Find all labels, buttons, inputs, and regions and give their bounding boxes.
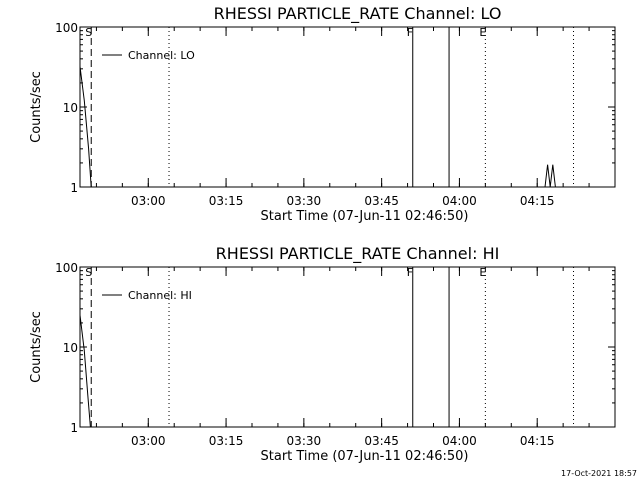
y-tick-label: 1 — [70, 421, 78, 435]
y-tick-label: 1 — [70, 181, 78, 195]
series-line — [544, 164, 556, 188]
chart-title: RHESSI PARTICLE_RATE Channel: HI — [216, 244, 500, 264]
chart-panel-2: RHESSI PARTICLE_RATE Channel: HI 1 10 100 Co… — [29, 244, 616, 464]
marker-label: S — [85, 26, 92, 39]
y-tick-label: 100 — [55, 261, 78, 275]
x-tick-label: 03:45 — [364, 194, 399, 208]
y-axis-label: Counts/sec — [29, 71, 44, 143]
x-tick-label: 03:30 — [287, 194, 322, 208]
x-tick-label: 03:30 — [287, 434, 322, 448]
x-axis-label: Start Time (07-Jun-11 02:46:50) — [261, 449, 469, 464]
x-tick-label: 04:00 — [442, 434, 477, 448]
x-tick-label: 03:15 — [209, 434, 244, 448]
x-tick-label: 03:45 — [364, 434, 399, 448]
x-tick-label: 03:15 — [209, 194, 244, 208]
marker-label: E — [479, 26, 486, 39]
x-axis-label: Start Time (07-Jun-11 02:46:50) — [261, 209, 469, 224]
x-tick-label: 03:00 — [131, 194, 166, 208]
x-tick-label: 04:15 — [520, 194, 555, 208]
legend-label: Channel: HI — [128, 289, 192, 302]
y-tick-label: 100 — [55, 21, 78, 35]
series-line — [79, 315, 91, 428]
chart-panel-1: RHESSI PARTICLE_RATE Channel: LO 1 10 100 Co… — [29, 4, 616, 224]
marker-label: E — [479, 266, 486, 279]
x-tick-label: 04:00 — [442, 194, 477, 208]
x-tick-label: 04:15 — [520, 434, 555, 448]
legend-label: Channel: LO — [128, 49, 195, 62]
marker-label: S — [85, 266, 92, 279]
series-line — [79, 66, 92, 188]
y-tick-label: 10 — [63, 341, 78, 355]
footer-stamp: 17-Oct-2021 18:57 — [561, 469, 637, 478]
chart-title: RHESSI PARTICLE_RATE Channel: LO — [214, 4, 502, 24]
y-tick-label: 10 — [63, 101, 78, 115]
y-axis-label: Counts/sec — [29, 311, 44, 383]
marker-label: F — [407, 26, 413, 39]
marker-label: F — [407, 266, 413, 279]
x-tick-label: 03:00 — [131, 434, 166, 448]
